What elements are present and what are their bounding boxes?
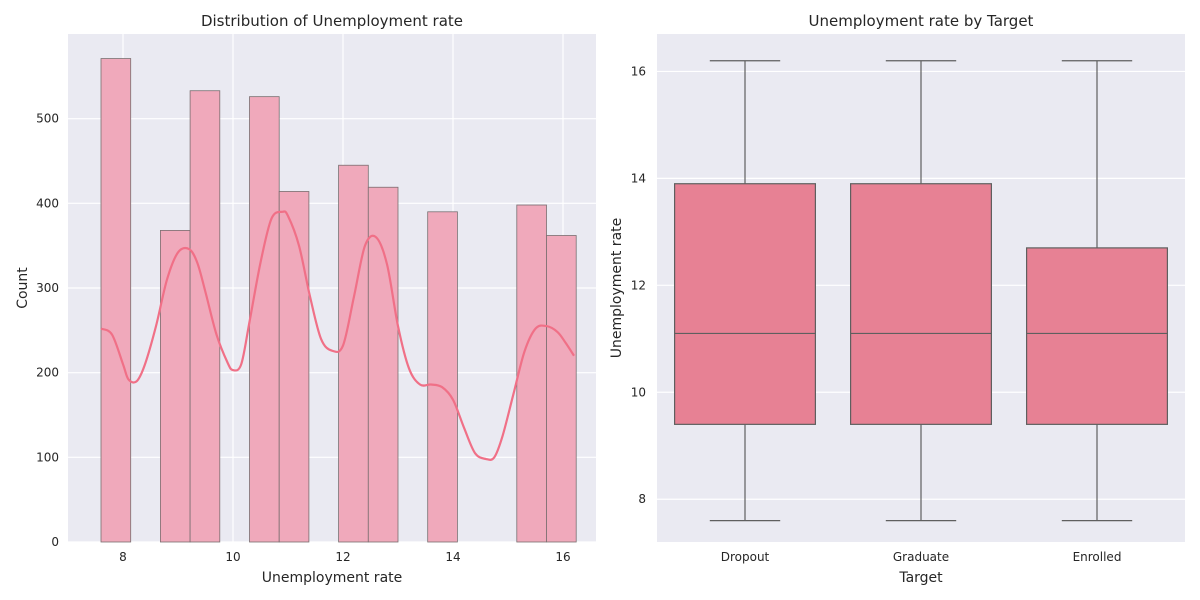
y-tick-label: 500 [36,112,59,126]
x-tick-label: 10 [225,550,240,564]
x-tick-label: Graduate [893,550,949,564]
x-tick-label: Dropout [721,550,770,564]
y-tick-label: 16 [631,64,646,78]
histogram-x-ticks: 8 10 12 14 16 [119,550,570,564]
histogram-bar [278,191,310,543]
histogram-bar [338,164,369,543]
x-tick-label: Enrolled [1073,550,1122,564]
x-tick-label: 16 [555,550,570,564]
y-tick-label: 8 [638,492,646,506]
histogram-bars [100,58,577,543]
histogram-y-label: Count [15,267,31,309]
histogram-y-ticks: 0 100 200 300 400 500 [36,112,59,549]
boxplot-boxes [673,60,1168,522]
iqr-box [849,183,992,425]
histogram-bar [189,90,221,543]
histogram-bar [367,186,399,543]
histogram-bar [516,204,547,543]
y-tick-label: 10 [631,385,646,399]
histogram-bar [249,96,280,543]
histogram-chart: 8 10 12 14 16 0 100 200 300 400 500 Distribution … [15,12,596,586]
x-tick-label: 8 [119,550,127,564]
y-tick-label: 0 [51,535,59,549]
y-tick-label: 100 [36,450,59,464]
boxplot-y-ticks: 8 10 12 14 16 [631,64,646,506]
histogram-x-label: Unemployment rate [262,570,403,586]
y-tick-label: 400 [36,196,59,210]
histogram-bar [546,235,577,543]
histogram-title: Distribution of Unemployment rate [201,12,463,30]
histogram-bar [427,211,458,543]
y-tick-label: 200 [36,366,59,380]
y-tick-label: 14 [631,171,646,185]
histogram-bar [100,58,132,543]
boxplot-title: Unemployment rate by Target [809,12,1034,30]
boxplot-x-label: Target [898,570,943,586]
histogram-bar [159,230,191,543]
kde-curve [100,210,575,461]
y-tick-label: 12 [631,278,646,292]
boxplot-x-ticks: Dropout Graduate Enrolled [721,550,1122,564]
boxplot-chart: Dropout Graduate Enrolled 8 10 12 14 16 Unempl… [609,12,1185,586]
iqr-box [1025,247,1168,425]
iqr-box [673,183,816,425]
y-tick-label: 300 [36,281,59,295]
x-tick-label: 12 [335,550,350,564]
x-tick-label: 14 [445,550,460,564]
boxplot-y-label: Unemployment rate [609,218,625,359]
